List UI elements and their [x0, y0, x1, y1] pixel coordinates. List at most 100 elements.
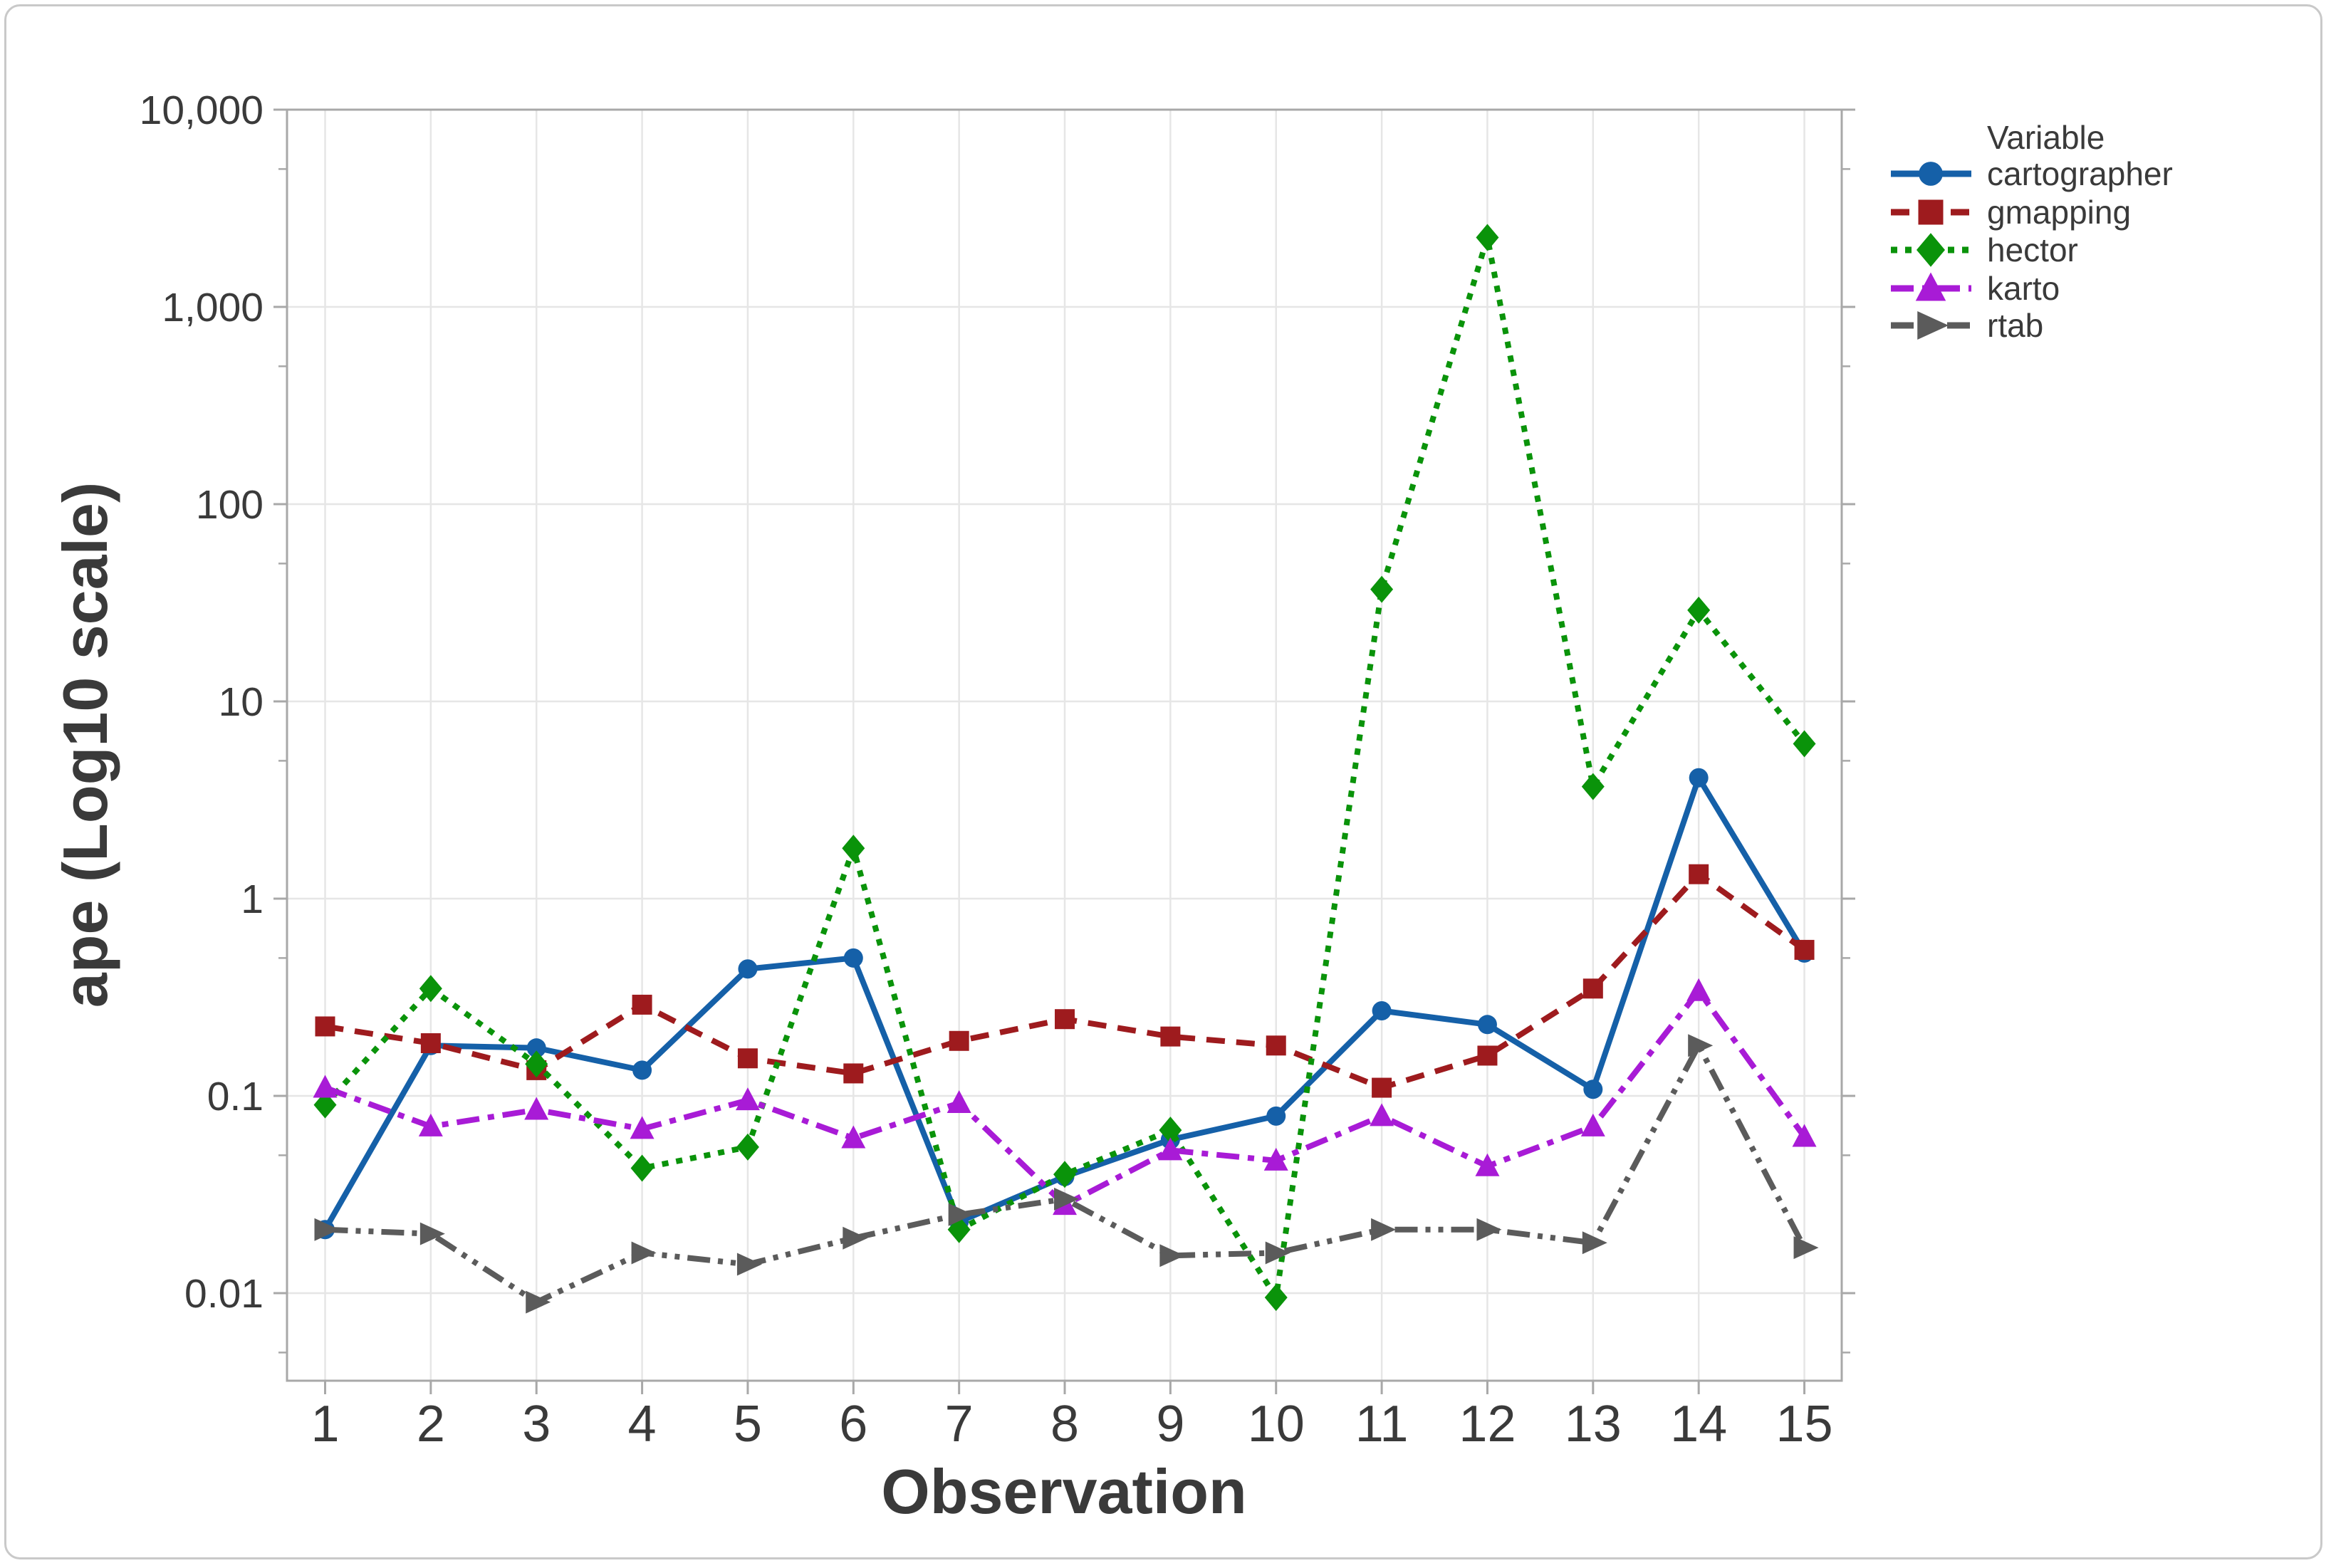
y-tick-label: 100: [196, 482, 264, 528]
legend-item-rtab: rtab: [1891, 307, 2043, 344]
data-point-karto-9: [1158, 1137, 1183, 1161]
data-point-rtab-13: [1582, 1231, 1607, 1255]
legend-title: Variable: [1987, 119, 2105, 156]
data-point-cartographer-14: [1689, 768, 1709, 788]
data-point-rtab-6: [843, 1226, 868, 1250]
data-point-gmapping-2: [420, 1033, 441, 1053]
legend-marker-circle-icon: [1919, 162, 1943, 186]
data-point-karto-10: [1263, 1147, 1288, 1171]
data-point-karto-7: [947, 1090, 971, 1114]
data-point-rtab-14: [1688, 1034, 1714, 1057]
x-tick-label: 4: [628, 1396, 657, 1453]
data-point-karto-15: [1792, 1124, 1817, 1147]
data-point-gmapping-8: [1055, 1009, 1075, 1030]
legend-marker-square-icon: [1918, 199, 1944, 225]
data-point-karto-1: [313, 1075, 338, 1098]
legend-marker-triangle-right-icon: [1917, 311, 1949, 340]
x-tick-label: 3: [522, 1396, 551, 1453]
data-point-karto-2: [418, 1113, 443, 1136]
y-tick-label: 1: [241, 877, 264, 922]
data-point-rtab-9: [1159, 1244, 1185, 1268]
data-point-karto-12: [1475, 1153, 1500, 1176]
y-tick-label: 10: [219, 679, 264, 725]
data-point-gmapping-14: [1689, 864, 1709, 884]
y-tick-label: 1,000: [162, 285, 264, 330]
axis-ticks: [273, 108, 1855, 1394]
legend-item-hector: hector: [1891, 231, 2078, 268]
x-tick-label: 9: [1156, 1396, 1184, 1453]
legend-marker-triangle-up-icon: [1915, 272, 1946, 301]
legend-marker-diamond-icon: [1917, 233, 1945, 267]
data-point-hector-13: [1581, 773, 1605, 800]
legend-item-cartographer: cartographer: [1891, 155, 2173, 192]
data-point-gmapping-13: [1582, 978, 1603, 999]
gridlines: [287, 108, 1842, 1381]
data-point-gmapping-7: [949, 1030, 969, 1051]
x-tick-label: 2: [417, 1396, 445, 1453]
data-point-gmapping-11: [1372, 1077, 1392, 1098]
x-tick-label: 12: [1459, 1396, 1516, 1453]
series-gmapping: [315, 864, 1815, 1098]
legend-item-karto: karto: [1891, 270, 2060, 307]
y-tick-label: 10,000: [140, 88, 264, 133]
data-point-rtab-4: [631, 1241, 657, 1265]
data-point-hector-4: [630, 1154, 654, 1182]
data-point-hector-14: [1687, 596, 1711, 624]
data-point-cartographer-13: [1583, 1080, 1603, 1099]
legend-label: hector: [1987, 231, 2078, 268]
data-point-gmapping-4: [632, 994, 652, 1015]
data-point-karto-5: [735, 1087, 760, 1111]
data-point-rtab-3: [526, 1290, 551, 1314]
x-tick-label: 15: [1775, 1396, 1832, 1453]
x-tick-label: 5: [734, 1396, 762, 1453]
data-point-hector-10: [1264, 1284, 1288, 1312]
data-point-gmapping-5: [737, 1048, 758, 1069]
data-point-gmapping-1: [315, 1016, 335, 1037]
data-point-hector-8: [1053, 1161, 1077, 1188]
series-rtab: [314, 1034, 1819, 1314]
y-axis-title: ape (Log10 scale): [50, 482, 120, 1008]
x-tick-label: 13: [1565, 1396, 1622, 1453]
data-point-hector-12: [1476, 224, 1499, 251]
window-frame: [4, 4, 2322, 1559]
data-point-rtab-7: [948, 1203, 974, 1226]
legend-label: cartographer: [1987, 155, 2173, 192]
data-point-hector-9: [1159, 1117, 1182, 1144]
data-point-rtab-1: [314, 1218, 340, 1241]
data-point-hector-1: [313, 1091, 337, 1119]
legend-label: gmapping: [1987, 194, 2131, 231]
data-point-hector-3: [525, 1050, 548, 1078]
data-point-hector-6: [842, 835, 865, 862]
data-point-cartographer-3: [526, 1038, 546, 1058]
series-hector: [313, 224, 1816, 1312]
x-tick-label: 7: [945, 1396, 974, 1453]
data-point-karto-4: [630, 1116, 655, 1139]
x-tick-label: 6: [839, 1396, 867, 1453]
x-tick-label: 11: [1355, 1396, 1409, 1453]
y-tick-label: 0.01: [184, 1271, 264, 1317]
data-point-gmapping-6: [843, 1063, 864, 1084]
data-point-gmapping-15: [1794, 939, 1815, 960]
data-point-karto-14: [1686, 978, 1711, 1001]
x-tick-label: 14: [1670, 1396, 1727, 1453]
data-point-cartographer-5: [738, 959, 758, 979]
legend-label: rtab: [1987, 307, 2043, 344]
data-point-rtab-15: [1793, 1236, 1819, 1260]
x-tick-label: 8: [1050, 1396, 1079, 1453]
data-point-gmapping-10: [1266, 1035, 1286, 1056]
data-point-rtab-11: [1371, 1218, 1397, 1241]
data-point-karto-3: [524, 1097, 549, 1120]
data-point-gmapping-9: [1160, 1026, 1181, 1047]
data-point-cartographer-4: [632, 1060, 652, 1080]
data-point-karto-6: [841, 1125, 866, 1149]
data-point-karto-13: [1580, 1113, 1605, 1136]
x-tick-label: 1: [311, 1396, 339, 1453]
legend-item-gmapping: gmapping: [1891, 194, 2131, 231]
data-point-cartographer-12: [1477, 1015, 1497, 1035]
data-series: [313, 224, 1819, 1314]
data-point-gmapping-12: [1477, 1045, 1498, 1066]
